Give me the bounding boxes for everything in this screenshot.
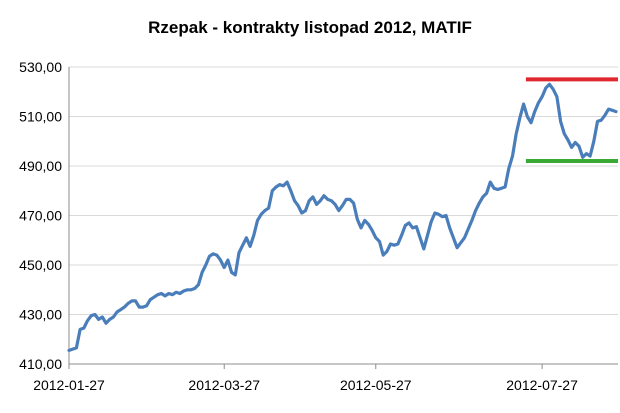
y-tick-label: 510,00 [19, 109, 62, 125]
y-tick-label: 410,00 [19, 356, 62, 372]
x-tick-label: 2012-03-27 [188, 377, 260, 393]
y-tick-label: 450,00 [19, 257, 62, 273]
series-line [67, 82, 618, 352]
chart-title: Rzepak - kontrakty listopad 2012, MATIF [148, 18, 472, 37]
y-tick-label: 430,00 [19, 307, 62, 323]
x-tick-label: 2012-07-27 [506, 377, 578, 393]
y-tick-label: 490,00 [19, 158, 62, 174]
y-tick-label: 530,00 [19, 59, 62, 75]
x-tick-label: 2012-05-27 [340, 377, 412, 393]
x-tick-label: 2012-01-27 [33, 377, 105, 393]
y-tick-label: 470,00 [19, 208, 62, 224]
